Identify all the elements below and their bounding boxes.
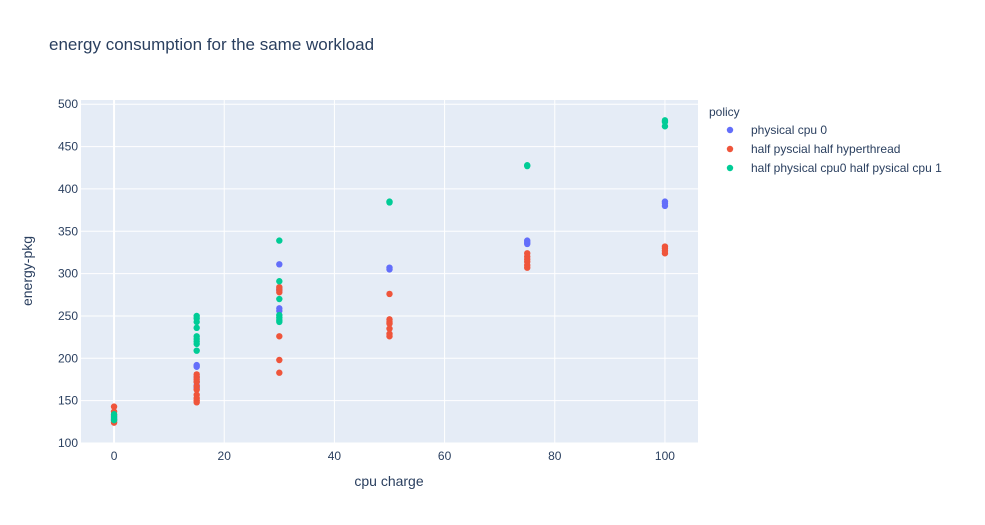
- data-point[interactable]: [661, 202, 669, 210]
- y-axis-label: energy-pkg: [19, 236, 35, 306]
- legend-item[interactable]: half pyscial half hyperthread: [726, 142, 901, 156]
- legend-label: physical cpu 0: [751, 123, 827, 137]
- data-point[interactable]: [386, 199, 393, 206]
- grid-lines: [81, 100, 698, 444]
- data-point[interactable]: [276, 278, 283, 285]
- data-point[interactable]: [276, 289, 283, 296]
- legend-label: half physical cpu0 half pysical cpu 1: [751, 161, 942, 175]
- data-point[interactable]: [276, 333, 283, 340]
- legend[interactable]: policy physical cpu 0 half pyscial half h…: [709, 105, 942, 175]
- data-point[interactable]: [661, 123, 669, 130]
- data-point[interactable]: [386, 333, 393, 340]
- y-tick-label: 100: [58, 436, 78, 450]
- legend-marker: [726, 145, 734, 153]
- x-tick-label: 0: [111, 449, 118, 463]
- y-tick-label: 400: [58, 182, 78, 196]
- data-point[interactable]: [386, 325, 393, 332]
- data-point[interactable]: [193, 386, 200, 393]
- data-point[interactable]: [193, 347, 200, 354]
- data-point[interactable]: [524, 240, 531, 248]
- data-point[interactable]: [193, 340, 200, 348]
- x-tick-label: 100: [655, 449, 675, 463]
- legend-item[interactable]: half physical cpu0 half pysical cpu 1: [726, 161, 942, 175]
- data-point[interactable]: [661, 250, 669, 257]
- legend-item[interactable]: physical cpu 0: [726, 123, 828, 137]
- y-tick-label: 500: [58, 97, 78, 111]
- data-point[interactable]: [276, 295, 283, 303]
- data-point[interactable]: [386, 290, 393, 298]
- data-point[interactable]: [276, 369, 283, 376]
- data-point[interactable]: [386, 266, 393, 273]
- x-tick-label: 20: [218, 449, 232, 463]
- data-point[interactable]: [193, 363, 200, 370]
- data-point[interactable]: [524, 264, 531, 271]
- chart-title: energy consumption for the same workload: [49, 35, 374, 54]
- legend-marker: [726, 164, 734, 172]
- y-tick-label: 150: [58, 394, 78, 408]
- legend-title: policy: [709, 105, 740, 119]
- y-tick-label: 200: [58, 351, 78, 365]
- y-tick-label: 250: [58, 309, 78, 323]
- data-point[interactable]: [276, 237, 283, 244]
- data-point[interactable]: [193, 399, 200, 406]
- x-tick-label: 40: [328, 449, 342, 463]
- y-tick-label: 300: [58, 267, 78, 281]
- data-point[interactable]: [110, 416, 118, 424]
- x-axis-label: cpu charge: [354, 473, 423, 489]
- y-tick-label: 450: [58, 140, 78, 154]
- legend-label: half pyscial half hyperthread: [751, 142, 900, 156]
- data-points: [110, 117, 669, 426]
- x-tick-label: 60: [438, 449, 452, 463]
- data-point[interactable]: [524, 162, 531, 170]
- legend-marker: [726, 126, 734, 134]
- data-point[interactable]: [110, 403, 118, 410]
- x-tick-label: 80: [548, 449, 562, 463]
- data-point[interactable]: [193, 318, 200, 326]
- data-point[interactable]: [276, 261, 283, 268]
- data-point[interactable]: [193, 324, 200, 332]
- data-point[interactable]: [276, 356, 283, 364]
- y-tick-label: 350: [58, 224, 78, 238]
- data-point[interactable]: [386, 320, 393, 327]
- data-point[interactable]: [276, 318, 283, 326]
- axis-ticks: 0 20 40 60 80 100 100 150 200 250 300 350 400 450 500: [58, 97, 675, 463]
